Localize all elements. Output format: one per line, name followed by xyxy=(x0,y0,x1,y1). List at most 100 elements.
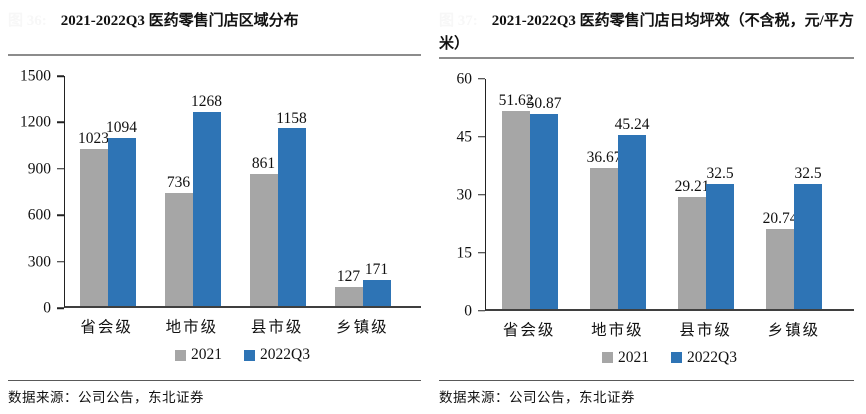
data-source-note: 数据来源：公司公告，东北证券 xyxy=(8,390,204,405)
legend-item-2022q3: 2022Q3 xyxy=(671,349,737,367)
bar-value-label: 1268 xyxy=(191,92,222,110)
x-category-label: 省会级 xyxy=(502,321,556,339)
x-category-label: 乡镇级 xyxy=(336,319,389,336)
x-axis-labels: 省会级 地市级 县市级 乡镇级 xyxy=(64,315,421,337)
source-block: 数据来源：公司公告，东北证券 xyxy=(8,380,421,406)
chart-title-text: 2021-2022Q3 医药零售门店区域分布 xyxy=(60,13,299,29)
bar-2022q3: 32.5 xyxy=(706,165,734,309)
bar-2021: 51.62 xyxy=(499,92,533,309)
bar-2021: 736 xyxy=(164,174,193,306)
bar-value-label: 50.87 xyxy=(526,94,562,112)
bar-value-label: 127 xyxy=(336,267,361,285)
bar-value-label: 32.5 xyxy=(794,165,822,183)
bar-value-label: 1023 xyxy=(78,130,109,148)
x-axis-labels: 省会级 地市级 县市级 乡镇级 xyxy=(485,318,854,340)
bar-value-label: 20.74 xyxy=(762,210,798,228)
panel-left-chart: 图 36: 2021-2022Q3 医药零售门店区域分布 0 300 600 900 12… xyxy=(8,6,421,406)
y-tick-mark xyxy=(57,260,64,263)
source-divider xyxy=(8,380,421,381)
y-tick-mark xyxy=(57,214,64,216)
y-tick-label: 15 xyxy=(456,243,473,261)
bar-value-label: 1094 xyxy=(106,119,137,137)
source-divider xyxy=(439,380,854,381)
legend-label: 2021 xyxy=(191,346,223,363)
legend-swatch-2022q3 xyxy=(244,349,256,361)
bar-chart-store-distribution: 0 300 600 900 1200 1500 1023 1094 736 1268 861 1158… xyxy=(8,68,421,364)
bar-2022q3: 1268 xyxy=(191,93,222,306)
y-axis: 0 300 600 900 1200 1500 xyxy=(8,68,64,315)
bar-2022q3: 1094 xyxy=(106,119,137,306)
y-tick-mark xyxy=(57,75,64,77)
plot-area: 51.62 50.87 36.67 45.24 29.21 32.5 20.74 32.5 xyxy=(485,78,854,311)
chart-title-right: 图 37: 2021-2022Q3 医药零售门店日均坪效（不含税，元/平方米） xyxy=(439,6,854,57)
chart-title-left: 图 36: 2021-2022Q3 医药零售门店区域分布 xyxy=(8,6,421,54)
x-category-label: 乡镇级 xyxy=(767,321,821,339)
legend-item-2022q3: 2022Q3 xyxy=(244,346,310,364)
bar-group: 51.62 50.87 xyxy=(486,79,574,309)
bar-value-label: 171 xyxy=(364,260,389,278)
y-tick-mark xyxy=(478,77,485,80)
bar-group: 127 171 xyxy=(320,76,405,306)
bar-group: 861 1158 xyxy=(235,76,320,306)
y-tick-label: 1500 xyxy=(20,67,51,85)
figure-number-label: 图 36: xyxy=(8,13,47,29)
legend-swatch-2022q3 xyxy=(671,352,683,363)
y-tick-mark xyxy=(478,135,485,138)
y-tick-label: 900 xyxy=(27,160,51,178)
y-tick-mark xyxy=(478,193,485,196)
bar-value-label: 36.67 xyxy=(586,149,622,167)
bar-2021: 127 xyxy=(334,268,363,306)
x-category-label: 县市级 xyxy=(679,321,732,339)
bar-value-label: 45.24 xyxy=(614,116,650,134)
y-tick-label: 1200 xyxy=(20,113,51,131)
legend-label: 2022Q3 xyxy=(260,346,310,363)
legend: 2021 2022Q3 xyxy=(485,349,854,367)
y-tick-label: 0 xyxy=(464,301,472,319)
y-tick-mark xyxy=(57,307,64,309)
y-tick-mark xyxy=(57,121,64,124)
bar-2021: 861 xyxy=(249,155,278,306)
x-category-label: 县市级 xyxy=(250,319,304,336)
bar-group: 29.21 32.5 xyxy=(662,79,750,309)
bar-group: 36.67 45.24 xyxy=(574,79,662,309)
bar-2022q3: 45.24 xyxy=(615,116,649,309)
y-tick-label: 300 xyxy=(27,252,51,270)
bar-2021: 20.74 xyxy=(763,210,797,309)
bar-2021: 36.67 xyxy=(587,149,621,309)
figure-number-label: 图 37: xyxy=(439,13,478,29)
bar-value-label: 32.5 xyxy=(706,165,734,183)
bar-group: 1023 1094 xyxy=(65,76,150,306)
y-tick-mark xyxy=(478,251,485,254)
bar-group: 20.74 32.5 xyxy=(750,79,838,309)
bar-2022q3: 32.5 xyxy=(794,165,822,309)
chart-plot: 0 15 30 45 60 51.62 50.87 36.67 45.24 29.21 32.5 20… xyxy=(439,71,854,318)
bar-2022q3: 1158 xyxy=(276,110,307,306)
chart-title-text: 2021-2022Q3 医药零售门店日均坪效（不含税，元/平方米） xyxy=(439,13,854,53)
bar-value-label: 1158 xyxy=(276,109,307,127)
legend-swatch-2021 xyxy=(602,352,614,363)
legend-label: 2022Q3 xyxy=(687,348,737,366)
x-category-label: 地市级 xyxy=(591,321,644,339)
bar-2021: 29.21 xyxy=(675,178,709,309)
plot-area: 1023 1094 736 1268 861 1158 127 171 xyxy=(64,76,421,308)
legend-item-2021: 2021 xyxy=(602,349,649,367)
y-tick-label: 0 xyxy=(43,299,51,317)
source-block: 数据来源：公司公告，东北证券 xyxy=(439,380,854,406)
bar-chart-sales-per-sqm: 0 15 30 45 60 51.62 50.87 36.67 45.24 29.21 32.5 20… xyxy=(439,71,854,367)
bar-value-label: 736 xyxy=(166,174,191,192)
chart-plot: 0 300 600 900 1200 1500 1023 1094 736 1268 861 1158… xyxy=(8,68,421,315)
data-source-note: 数据来源：公司公告，东北证券 xyxy=(439,390,635,405)
y-tick-mark xyxy=(57,168,64,170)
bar-value-label: 861 xyxy=(251,155,276,173)
title-divider xyxy=(439,56,854,59)
legend-swatch-2021 xyxy=(175,349,187,361)
x-category-label: 地市级 xyxy=(165,319,219,336)
legend-item-2021: 2021 xyxy=(175,346,222,364)
bar-group: 736 1268 xyxy=(150,76,235,306)
bar-value-label: 51.62 xyxy=(498,91,534,109)
y-tick-label: 30 xyxy=(456,185,473,203)
bar-value-label: 29.21 xyxy=(674,177,710,195)
legend: 2021 2022Q3 xyxy=(64,346,421,364)
title-divider xyxy=(8,54,421,56)
y-tick-label: 600 xyxy=(27,206,51,224)
